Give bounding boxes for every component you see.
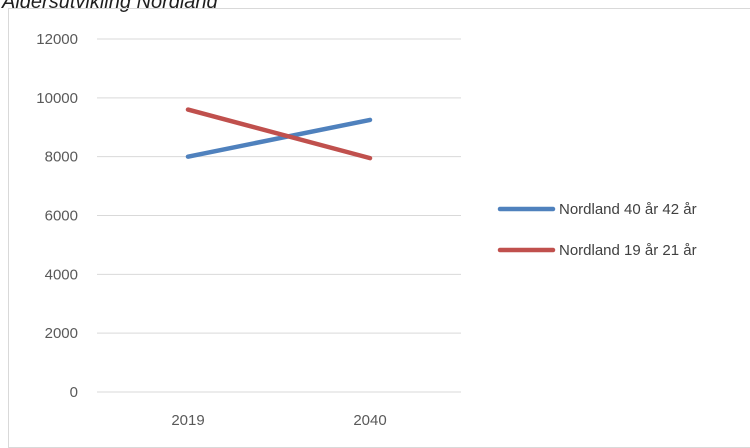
y-tick-label: 12000 [36, 31, 78, 48]
y-tick-label: 4000 [45, 266, 78, 283]
y-tick-label: 0 [70, 384, 78, 401]
y-tick-label: 10000 [36, 90, 78, 107]
legend-label: Nordland 40 år 42 år [559, 201, 697, 218]
legend-label: Nordland 19 år 21 år [559, 242, 697, 259]
gridlines [97, 38, 461, 393]
y-tick-label: 2000 [45, 325, 78, 342]
line-chart: 0 2000 4000 6000 8000 10000 12000 2019 2040 Nor… [36, 31, 697, 429]
y-tick-label: 8000 [45, 149, 78, 166]
series-lines [185, 107, 373, 161]
chart-heading: Aldersutvikling Nordland [2, 0, 218, 13]
series-line [185, 117, 373, 159]
x-tick-label: 2019 [171, 412, 204, 429]
x-axis-ticks: 2019 2040 [171, 412, 386, 429]
legend: Nordland 40 år 42 år Nordland 19 år 21 år [497, 201, 697, 259]
y-axis-ticks: 0 2000 4000 6000 8000 10000 12000 [36, 31, 78, 401]
y-tick-label: 6000 [45, 208, 78, 225]
series-line [185, 107, 373, 161]
x-tick-label: 2040 [353, 412, 386, 429]
